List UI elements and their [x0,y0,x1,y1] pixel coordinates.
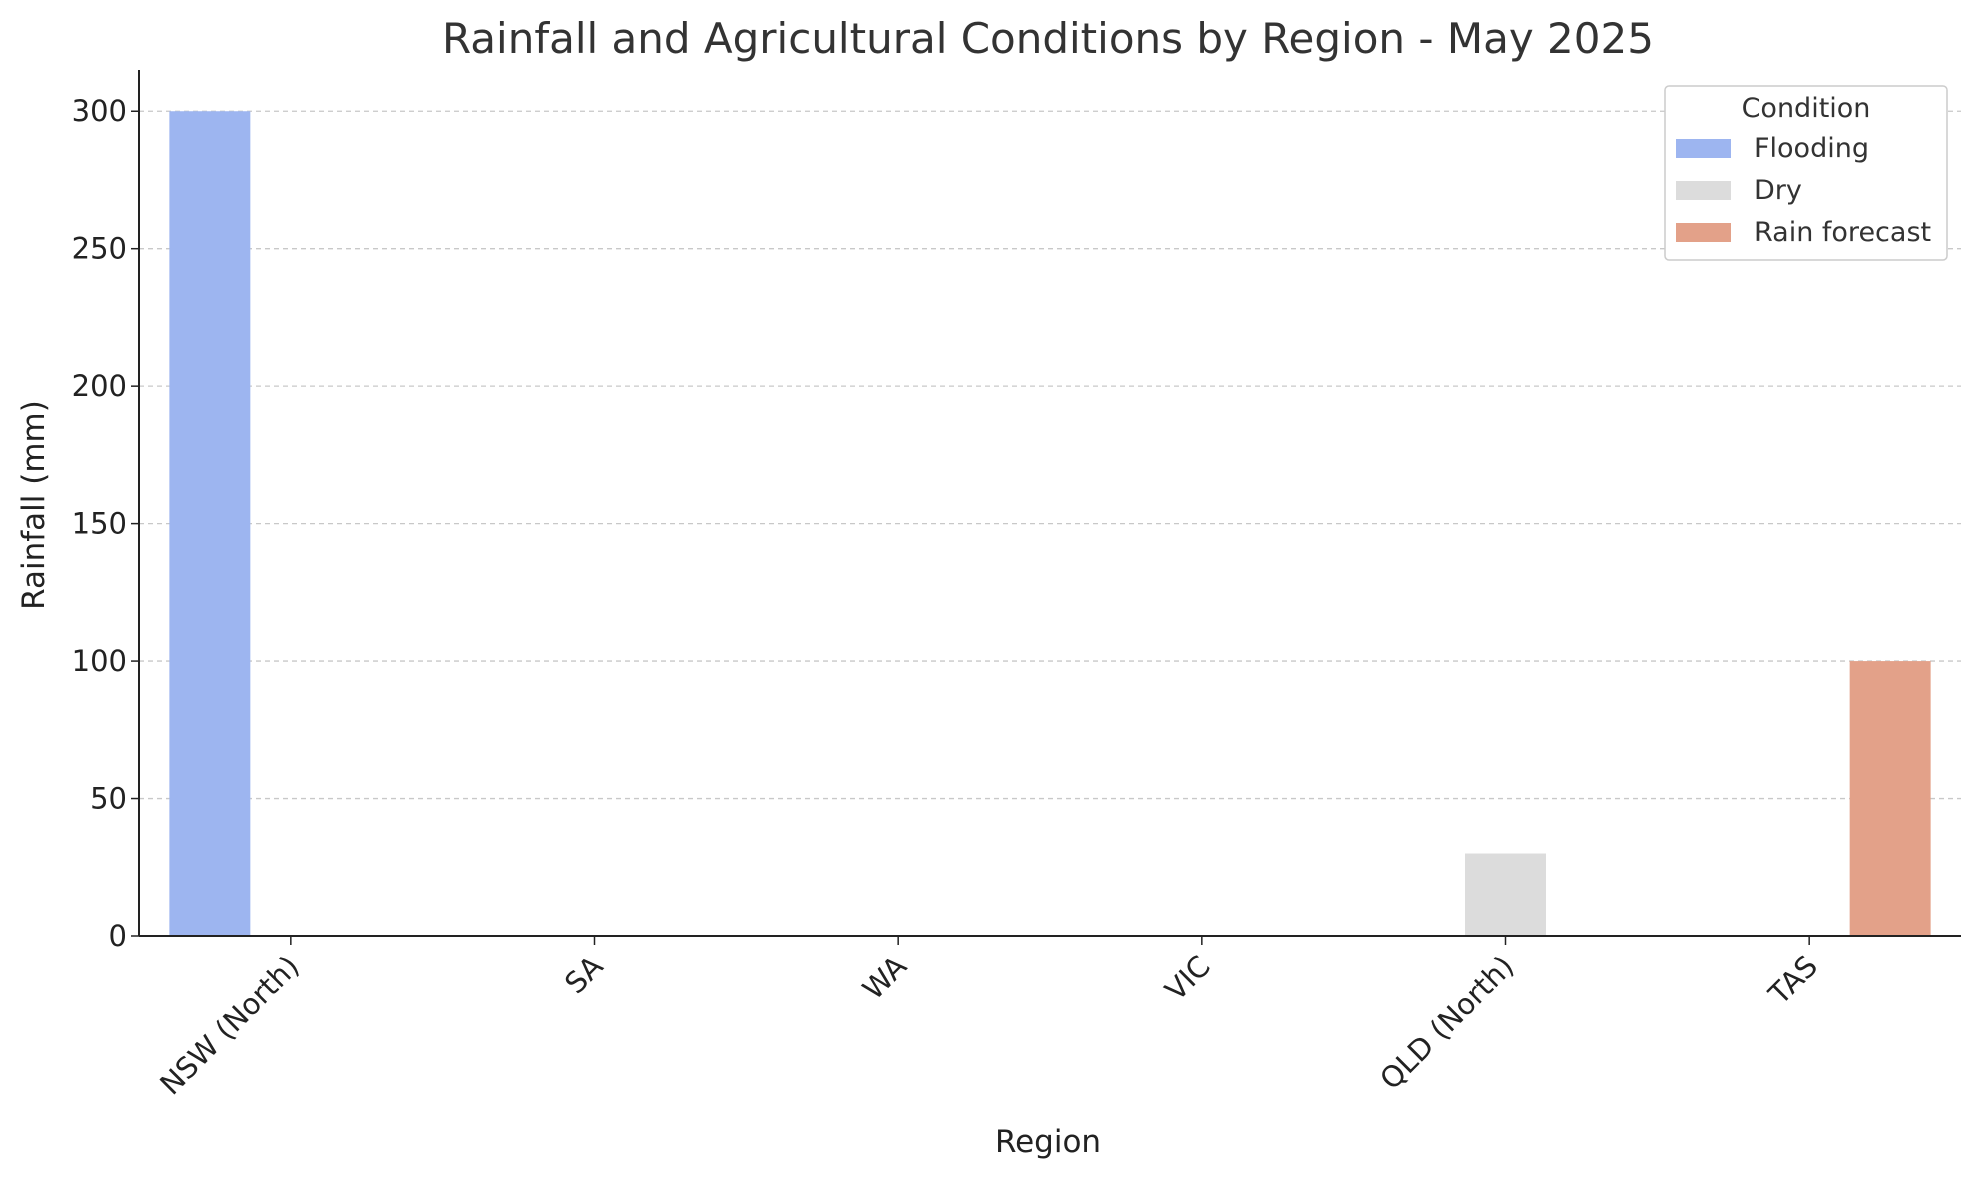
bar-rain-forecast-5 [1849,661,1931,936]
bar-dry-4 [1465,853,1546,936]
x-tick-label: TAS [1761,949,1824,1012]
y-tick-label: 150 [72,507,127,541]
legend-swatch [1676,139,1731,158]
grid-lines [139,110,1961,800]
x-tick-label: SA [558,949,610,1001]
y-axis-label: Rainfall (mm) [16,400,52,610]
legend-label: Rain forecast [1754,217,1931,248]
y-tick-label: 100 [72,644,127,678]
y-tick-label: 250 [72,232,127,266]
x-axis-ticks: NSW (North) SA WA VIC QLD (North) TAS [153,936,1824,1101]
y-tick-label: 0 [109,919,127,953]
legend-swatch [1676,223,1731,242]
bar-flooding-0 [169,111,251,936]
legend-frame [1664,85,1948,261]
bars [169,111,1931,936]
legend-items: Flooding Dry Rain forecast [1676,133,1931,248]
y-tick-label: 300 [72,94,127,128]
chart-title: Rainfall and Agricultural Conditions by … [442,14,1654,63]
y-tick-label: 200 [72,369,127,403]
legend-label: Dry [1754,175,1802,206]
y-tick-label: 50 [90,782,127,816]
x-axis-label: Region [995,1124,1101,1160]
legend-swatch [1676,181,1731,200]
legend-label: Flooding [1754,133,1869,164]
x-tick-label: QLD (North) [1373,949,1520,1096]
legend: Condition Flooding Dry Rain forecast [1664,85,1948,261]
y-axis-ticks: 0 50 100 150 200 250 300 [72,94,139,953]
x-tick-label: NSW (North) [153,949,306,1102]
x-tick-label: WA [856,949,913,1006]
axes [138,70,1961,937]
legend-title: Condition [1742,93,1871,124]
x-tick-label: VIC [1158,949,1216,1007]
